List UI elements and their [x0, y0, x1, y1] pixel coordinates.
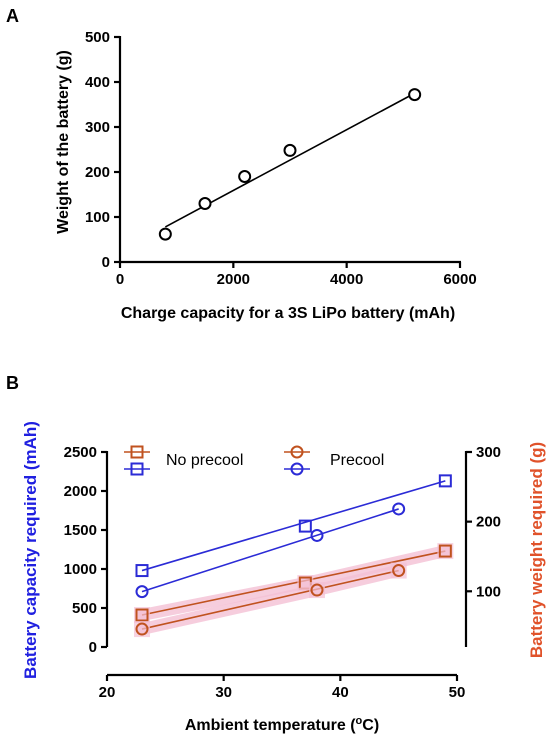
- panel-a-y-tick-label: 100: [85, 209, 110, 226]
- panel-a-y-tick-label: 300: [85, 119, 110, 136]
- panel-b-x-axis-title-degree: o: [356, 715, 363, 727]
- panel-b-label: B: [6, 373, 19, 393]
- panel-b-left-y-axis-title: Battery capacity required (mAh): [21, 421, 40, 679]
- panel-b-series-line: [141, 569, 399, 630]
- panel-a-data-point: [283, 143, 297, 157]
- panel-b-left-y-tick-label: 1000: [64, 561, 97, 578]
- panel-b-data-point: [438, 544, 452, 558]
- panel-a-chart: A Weight of the battery (g) Charge capac…: [6, 6, 477, 322]
- panel-a-x-axis-title: Charge capacity for a 3S LiPo battery (m…: [121, 305, 455, 322]
- legend-precool-capacity-marker: [290, 462, 304, 476]
- panel-a-x-tick-label: 2000: [217, 271, 250, 288]
- panel-b-data-point: [310, 528, 324, 542]
- panel-b-x-tick-label: 50: [449, 684, 466, 701]
- panel-b-data-point: [392, 564, 406, 578]
- panel-a-y-tick-label: 0: [102, 254, 110, 271]
- panel-b-data-point: [438, 474, 452, 488]
- panel-a-axes: 0 100 200 300 400 500 0 2000 4000 6000: [85, 29, 477, 288]
- panel-b-x-axis-title-main: Ambient temperature (: [185, 717, 356, 734]
- panel-a-data-point: [198, 197, 212, 210]
- panel-b-data-point: [135, 564, 149, 578]
- panel-b-x-tick-label: 40: [332, 684, 349, 701]
- panel-b-data-point: [135, 608, 149, 622]
- panel-b-series-line: [141, 480, 446, 572]
- legend-no-precool-capacity-marker: [130, 462, 144, 476]
- panel-a-y-tick-label: 200: [85, 164, 110, 181]
- legend-no-precool-weight-marker: [130, 445, 144, 459]
- panel-b-series-line: [141, 508, 399, 593]
- panel-a-y-axis-title: Weight of the battery (g): [55, 50, 72, 234]
- panel-b-left-y-tick-label: 2000: [64, 483, 97, 500]
- panel-a-label: A: [6, 6, 19, 26]
- panel-b-x-tick-label: 30: [215, 684, 232, 701]
- panel-b-right-y-tick-label: 300: [476, 444, 501, 461]
- panel-b-legend: No precool Precool: [124, 445, 384, 476]
- panel-b-right-y-axis-title: Battery weight required (g): [527, 442, 546, 658]
- legend-label-no-precool: No precool: [166, 452, 243, 469]
- panel-b-data-point: [310, 583, 324, 597]
- panel-b-right-y-tick-label: 200: [476, 514, 501, 531]
- panel-b-data-point: [298, 519, 312, 533]
- panel-b-x-axis-title-unit: C): [362, 717, 379, 734]
- panel-b-series-line: [141, 550, 446, 616]
- panel-b-x-axis-title: Ambient temperature (oC): [185, 715, 379, 734]
- panel-b-series: [134, 474, 454, 638]
- panel-b-axes: 0 500 1000 1500 2000 2500 100 200 300 20 30 40 50: [64, 444, 501, 701]
- panel-b-x-tick-label: 20: [99, 684, 116, 701]
- panel-a-data-point: [408, 88, 422, 102]
- panel-a-y-tick-label: 500: [85, 29, 110, 46]
- panel-a-x-tick-label: 6000: [443, 271, 476, 288]
- panel-b-right-y-tick-label: 100: [476, 583, 501, 600]
- panel-b-point-halo: [437, 543, 454, 560]
- panel-b-left-y-tick-label: 0: [89, 639, 97, 656]
- panel-a-data-point: [158, 227, 172, 241]
- panel-b-left-y-tick-label: 500: [72, 600, 97, 617]
- panel-b-data-point: [135, 622, 149, 636]
- panel-b-left-y-tick-label: 1500: [64, 522, 97, 539]
- panel-a-points: [158, 88, 422, 241]
- panel-b-chart: B Battery capacity required (mAh) Batter…: [6, 373, 546, 734]
- panel-a-data-point: [238, 170, 252, 183]
- panel-b-point-halo: [134, 607, 150, 624]
- panel-a-y-tick-label: 400: [85, 74, 110, 91]
- legend-precool-weight-marker: [290, 445, 304, 459]
- panel-a-x-tick-label: 0: [116, 271, 124, 288]
- panel-b-data-point: [135, 585, 149, 599]
- panel-b-left-y-tick-label: 2500: [64, 444, 97, 461]
- panel-b-data-point: [392, 502, 406, 516]
- legend-label-precool: Precool: [330, 452, 384, 469]
- panel-a-x-tick-label: 4000: [330, 271, 363, 288]
